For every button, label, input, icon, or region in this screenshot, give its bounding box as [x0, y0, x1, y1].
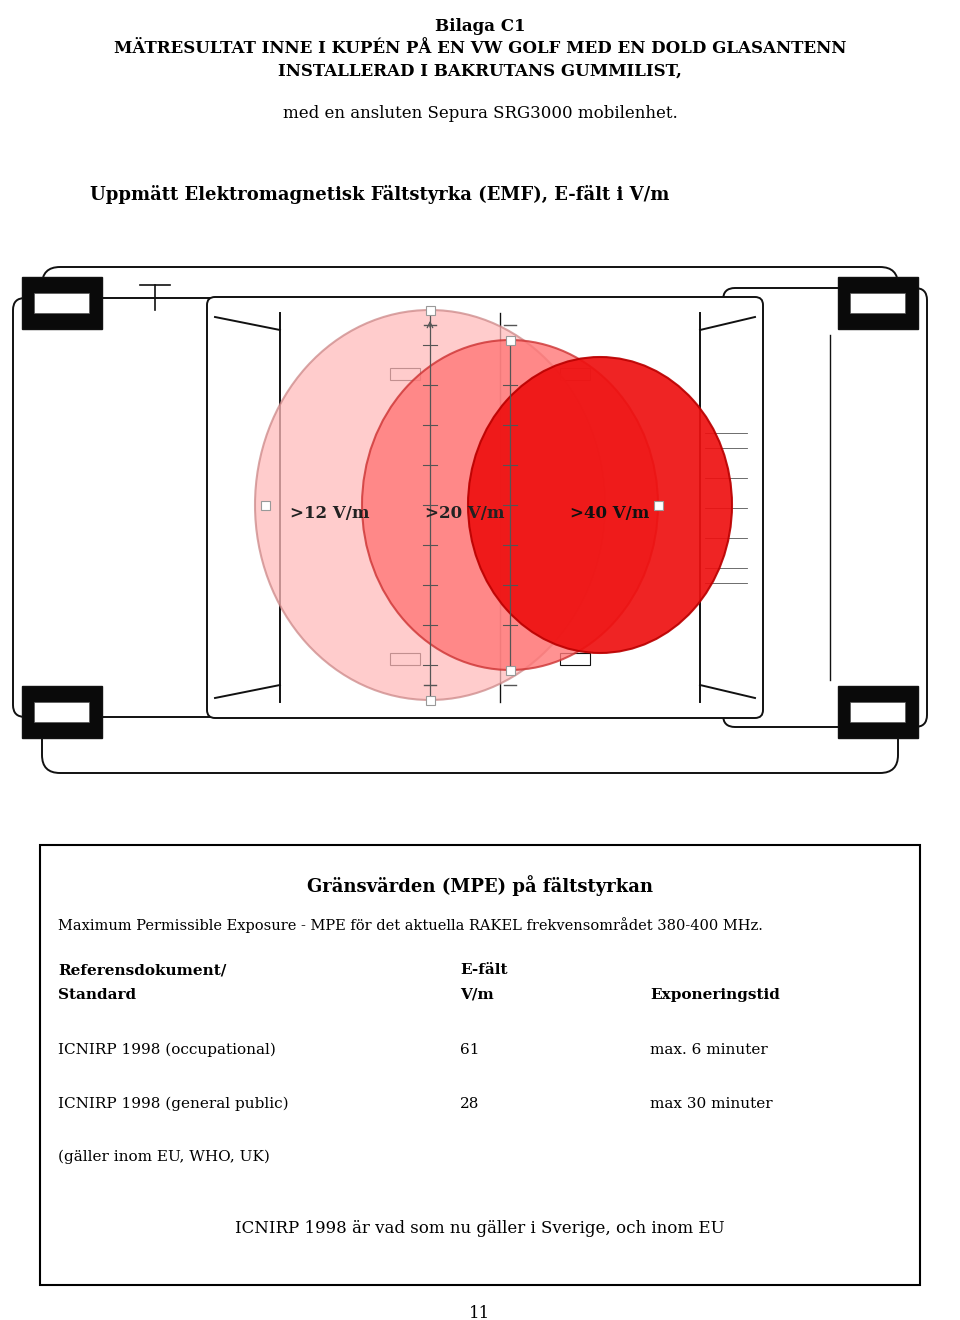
Text: ICNIRP 1998 (occupational): ICNIRP 1998 (occupational) — [58, 1043, 276, 1057]
Text: Bilaga C1: Bilaga C1 — [435, 18, 525, 36]
Bar — [40, 845, 920, 1284]
Text: max 30 minuter: max 30 minuter — [650, 1097, 773, 1111]
Bar — [390, 368, 420, 380]
Text: V/m: V/m — [460, 987, 493, 1002]
FancyBboxPatch shape — [723, 288, 927, 727]
Text: Uppmätt Elektromagnetisk Fältstyrka (EMF), E-fält i V/m: Uppmätt Elektromagnetisk Fältstyrka (EMF… — [90, 185, 669, 205]
Ellipse shape — [468, 356, 732, 653]
Text: Exponeringstid: Exponeringstid — [650, 987, 780, 1002]
Bar — [34, 293, 89, 313]
Bar — [34, 702, 89, 722]
Text: Gränsvärden (MPE) på fältstyrkan: Gränsvärden (MPE) på fältstyrkan — [307, 875, 653, 896]
Bar — [425, 696, 435, 705]
Text: >40 V/m: >40 V/m — [570, 504, 650, 521]
Text: >20 V/m: >20 V/m — [425, 504, 505, 521]
Text: med en ansluten Sepura SRG3000 mobilenhet.: med en ansluten Sepura SRG3000 mobilenhe… — [282, 106, 678, 121]
Text: Referensdokument/: Referensdokument/ — [58, 964, 227, 977]
Bar — [22, 277, 102, 329]
FancyBboxPatch shape — [42, 267, 898, 774]
Text: 61: 61 — [460, 1043, 479, 1057]
Bar — [560, 368, 590, 380]
Text: INSTALLERAD I BAKRUTANS GUMMILIST,: INSTALLERAD I BAKRUTANS GUMMILIST, — [278, 63, 682, 81]
Bar — [560, 653, 590, 665]
Bar — [654, 500, 662, 510]
Text: 28: 28 — [460, 1097, 479, 1111]
Text: E-fält: E-fält — [460, 964, 508, 977]
Text: ICNIRP 1998 (general public): ICNIRP 1998 (general public) — [58, 1097, 289, 1111]
Bar — [850, 293, 905, 313]
Bar — [838, 277, 918, 329]
Text: MÄTRESULTAT INNE I KUPÉN PÅ EN VW GOLF MED EN DOLD GLASANTENN: MÄTRESULTAT INNE I KUPÉN PÅ EN VW GOLF M… — [114, 40, 846, 57]
Bar — [22, 686, 102, 738]
Text: (gäller inom EU, WHO, UK): (gäller inom EU, WHO, UK) — [58, 1150, 270, 1164]
Ellipse shape — [362, 341, 658, 671]
Bar — [390, 653, 420, 665]
Text: Maximum Permissible Exposure - MPE för det aktuella RAKEL frekvensområdet 380-40: Maximum Permissible Exposure - MPE för d… — [58, 917, 763, 933]
Bar — [838, 686, 918, 738]
Text: >12 V/m: >12 V/m — [290, 504, 370, 521]
Bar — [506, 665, 515, 675]
Bar — [850, 702, 905, 722]
FancyBboxPatch shape — [207, 297, 763, 718]
Bar — [425, 305, 435, 314]
Text: Standard: Standard — [58, 987, 136, 1002]
FancyBboxPatch shape — [13, 298, 257, 717]
Text: 11: 11 — [469, 1305, 491, 1320]
Ellipse shape — [255, 310, 605, 700]
Bar — [260, 500, 270, 510]
Text: max. 6 minuter: max. 6 minuter — [650, 1043, 768, 1057]
Text: ICNIRP 1998 är vad som nu gäller i Sverige, och inom EU: ICNIRP 1998 är vad som nu gäller i Sveri… — [235, 1220, 725, 1237]
Bar — [506, 335, 515, 345]
